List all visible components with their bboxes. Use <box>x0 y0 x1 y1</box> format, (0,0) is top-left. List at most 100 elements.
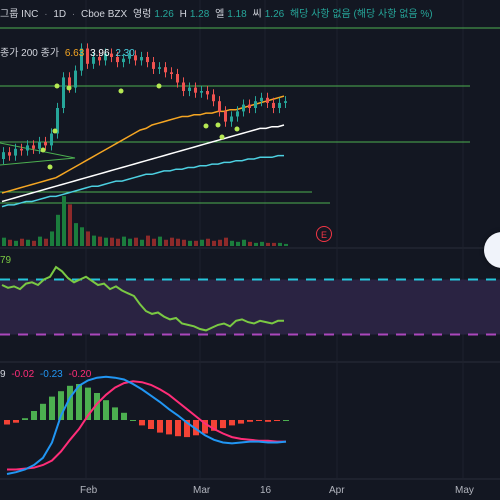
volume-panel <box>2 196 288 246</box>
rsi-value: 79 <box>0 255 12 266</box>
macd-histogram-bar <box>220 420 226 429</box>
sep-1: · <box>44 9 48 20</box>
candle <box>26 145 29 151</box>
candle <box>212 94 215 102</box>
high-label: H <box>179 9 187 20</box>
volume-bar <box>230 240 234 246</box>
macd-histogram-bar <box>166 420 172 435</box>
low-value: 1.18 <box>227 9 247 20</box>
volume-bar <box>38 236 42 246</box>
symbol-name[interactable]: 그룹 INC <box>0 9 39 20</box>
volume-bar <box>266 242 270 246</box>
volume-bar <box>134 237 138 246</box>
volume-bar <box>56 214 60 246</box>
macd-histogram-bar <box>58 391 64 420</box>
macd-histogram-bar <box>193 420 199 436</box>
candle <box>152 62 155 69</box>
candle <box>2 152 5 159</box>
macd-histogram-bar <box>184 420 190 438</box>
change-text: 해당 사항 없음 (해당 사항 없음 %) <box>289 9 433 20</box>
volume-bar <box>26 239 30 246</box>
macd-histogram-bar <box>274 420 280 421</box>
volume-bar <box>242 239 246 246</box>
scroll-to-realtime-button[interactable] <box>484 232 500 268</box>
signal-dot <box>118 88 124 94</box>
volume-bar <box>80 227 84 246</box>
x-axis-label: Feb <box>80 485 98 496</box>
rsi-line <box>1 265 284 332</box>
macd-histogram-bar <box>121 412 127 420</box>
ma-label[interactable]: 종가 200 종가 <box>0 48 60 59</box>
candle <box>266 97 269 103</box>
candle <box>62 77 65 108</box>
low-label: 엘 <box>215 9 225 20</box>
volume-bar <box>272 242 276 246</box>
candle <box>284 101 287 103</box>
volume-bar <box>206 238 210 246</box>
macd-histogram-bar <box>229 420 235 426</box>
exchange-label: Cboe BZX <box>81 9 128 20</box>
hist-value: -0.20 <box>68 369 92 380</box>
volume-bar <box>254 242 258 246</box>
candle <box>140 57 143 61</box>
macd-histogram-bar <box>265 420 271 422</box>
signal-dot <box>219 134 225 140</box>
header-legend: 그룹 INC · 1D · Cboe BZX 영렁 1.26 H 1.28 엘 1.1… <box>0 9 436 21</box>
macd-histogram-bar <box>67 385 73 420</box>
triangle-pattern <box>0 142 76 166</box>
macd-value: -0.02 <box>11 369 35 380</box>
macd-histogram-bar <box>130 420 136 421</box>
candle <box>158 67 161 69</box>
sep-2: · <box>71 9 76 20</box>
volume-bar <box>8 239 12 246</box>
volume-bar <box>278 242 282 246</box>
volume-bar <box>122 236 126 246</box>
candle <box>80 48 83 71</box>
volume-bar <box>116 238 120 246</box>
candle <box>260 97 263 102</box>
candle <box>272 102 275 108</box>
macd-legend: 9 -0.02 -0.23 -0.20 <box>0 369 94 381</box>
volume-bar <box>128 238 132 246</box>
signal-line <box>7 380 286 471</box>
volume-bar <box>218 239 222 246</box>
close-value: 1.26 <box>264 9 285 20</box>
candle <box>200 91 203 93</box>
candle <box>134 55 137 61</box>
candle <box>188 87 191 91</box>
interval-label[interactable]: 1D <box>53 9 67 20</box>
macd-histogram-bar <box>256 420 262 421</box>
candle <box>254 101 257 108</box>
x-axis-label: 16 <box>260 485 272 496</box>
volume-bar <box>152 238 156 246</box>
volume-bar <box>236 241 240 246</box>
volume-bar <box>20 238 24 246</box>
macd-param[interactable]: 9 <box>0 369 6 380</box>
volume-bar <box>68 204 72 246</box>
volume-bar <box>260 241 264 246</box>
candle <box>110 53 113 57</box>
ma-white-line <box>1 124 285 203</box>
macd-histogram-bar <box>31 411 37 420</box>
earnings-badge[interactable]: E <box>316 226 332 242</box>
volume-bar <box>98 236 102 246</box>
volume-bar <box>248 241 252 246</box>
x-axis-label: Apr <box>329 485 345 496</box>
volume-bar <box>110 237 114 246</box>
candle <box>74 70 77 88</box>
open-label: 영렁 <box>132 9 152 20</box>
volume-bar <box>140 239 144 246</box>
signal-dot <box>234 126 240 132</box>
x-axis-label: May <box>455 485 474 496</box>
volume-bar <box>176 238 180 246</box>
volume-bar <box>182 239 186 246</box>
candle <box>98 57 101 61</box>
volume-bar <box>2 237 6 246</box>
macd-histogram-bar <box>22 418 28 420</box>
candle <box>146 57 149 63</box>
signal-value: -0.23 <box>39 369 63 380</box>
candle <box>170 72 173 74</box>
volume-bar <box>194 240 198 246</box>
x-axis-label: Mar <box>193 485 211 496</box>
